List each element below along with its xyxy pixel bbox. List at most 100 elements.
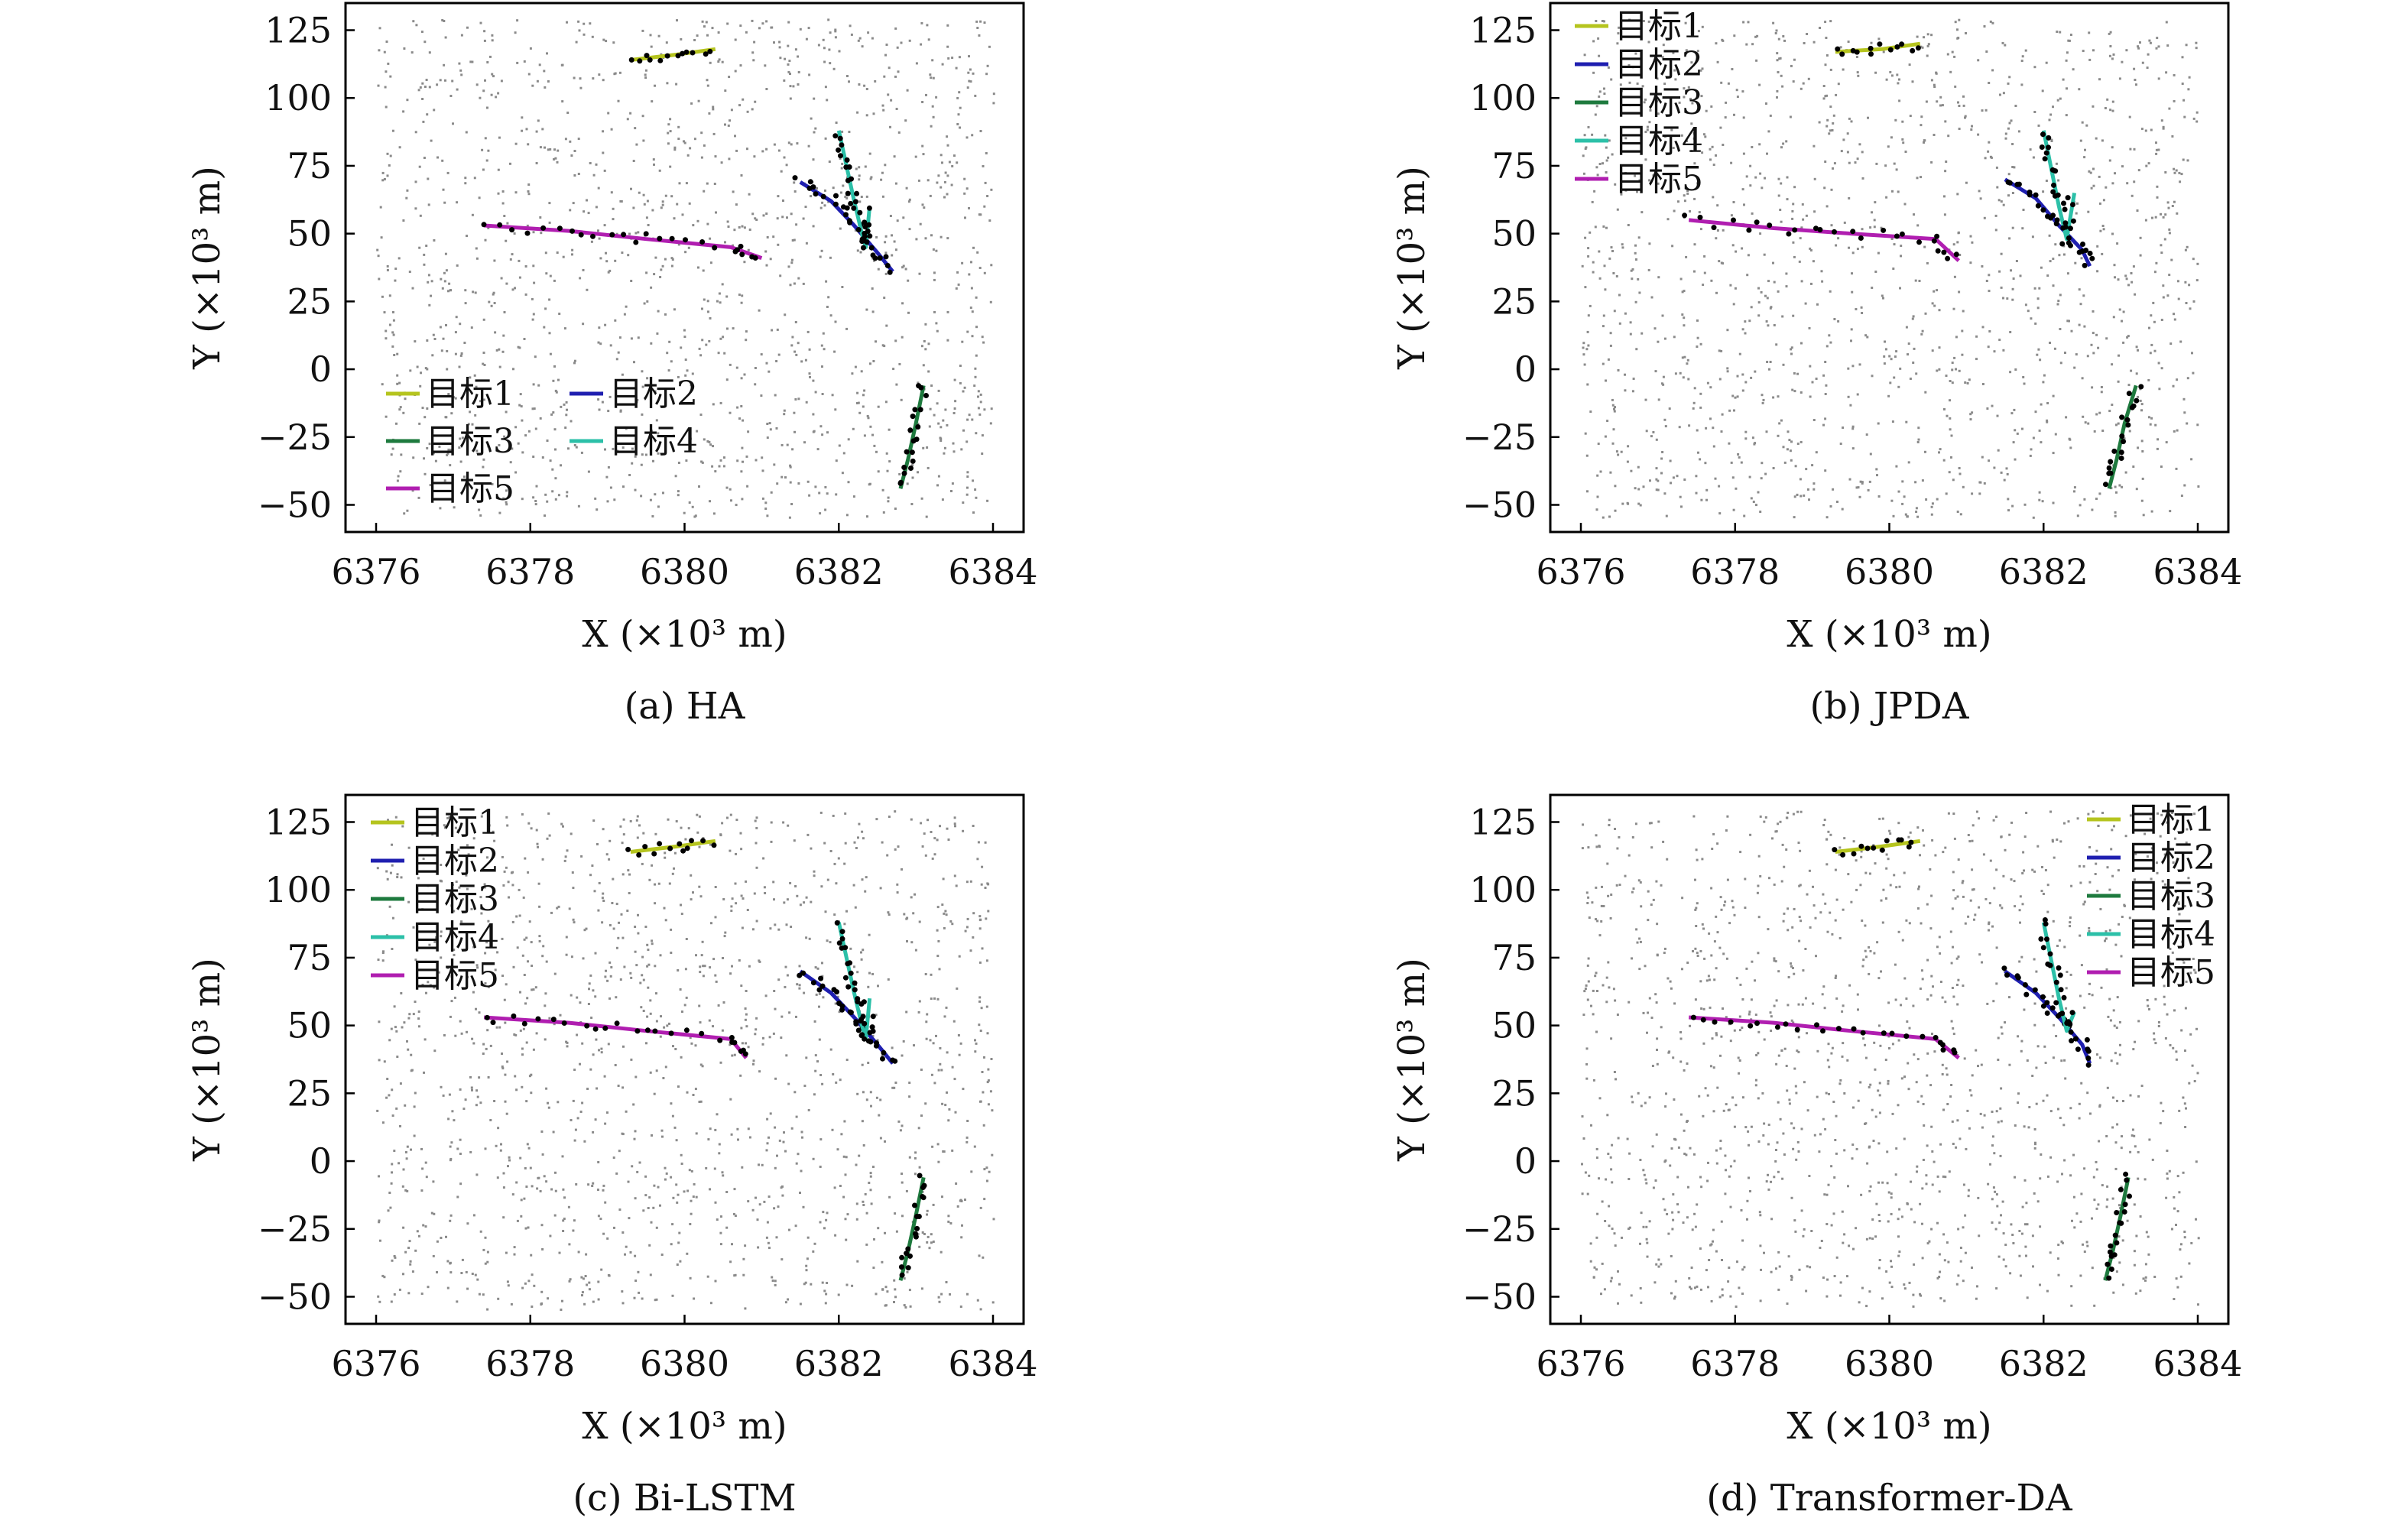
clutter-point [862, 949, 865, 952]
clutter-point [425, 79, 428, 81]
clutter-point [654, 832, 657, 835]
clutter-point [381, 1121, 385, 1124]
clutter-point [1953, 356, 1956, 359]
clutter-point [861, 45, 864, 48]
clutter-point [808, 494, 811, 497]
clutter-point [388, 905, 391, 908]
clutter-point [621, 251, 624, 255]
clutter-point [650, 1221, 653, 1224]
clutter-point [1731, 476, 1735, 479]
clutter-point [1983, 1114, 1986, 1117]
clutter-point [862, 394, 865, 397]
clutter-point [725, 1226, 729, 1229]
clutter-point [888, 460, 891, 463]
clutter-point [966, 471, 969, 474]
x-tick-label: 6376 [331, 551, 420, 592]
clutter-point [2195, 120, 2199, 123]
clutter-point [962, 1088, 965, 1091]
clutter-point [841, 286, 844, 288]
clutter-point [566, 849, 569, 852]
clutter-point [621, 1290, 624, 1293]
clutter-point [803, 1283, 806, 1286]
clutter-point [1858, 363, 1861, 366]
clutter-point [1855, 486, 1858, 489]
clutter-point [508, 896, 510, 899]
clutter-point [378, 1300, 381, 1303]
clutter-point [554, 477, 557, 480]
clutter-point [539, 417, 542, 420]
clutter-point [460, 1272, 463, 1274]
clutter-point [935, 96, 938, 99]
clutter-point [774, 1280, 777, 1283]
clutter-point [2068, 437, 2071, 440]
clutter-point [1760, 290, 1763, 294]
clutter-point [2136, 209, 2139, 212]
clutter-point [600, 1047, 603, 1050]
clutter-point [1829, 833, 1832, 836]
clutter-point [438, 445, 441, 448]
clutter-point [2105, 1135, 2108, 1137]
clutter-point [761, 1043, 764, 1046]
clutter-point [673, 217, 676, 220]
clutter-point [537, 845, 539, 848]
clutter-point [2140, 440, 2144, 443]
clutter-point [647, 949, 650, 952]
clutter-point [1740, 1208, 1743, 1212]
clutter-point [1715, 291, 1718, 294]
clutter-point [2043, 1045, 2046, 1048]
clutter-point [1920, 115, 1923, 118]
clutter-point [1704, 135, 1707, 138]
clutter-point [1614, 509, 1617, 512]
clutter-point [1871, 1108, 1874, 1111]
clutter-point [937, 475, 940, 478]
clutter-point [819, 512, 822, 515]
detection-point [901, 470, 907, 476]
clutter-point [802, 217, 805, 220]
clutter-point [2092, 184, 2095, 187]
clutter-point [592, 989, 595, 992]
clutter-point [941, 903, 944, 907]
clutter-point [746, 909, 749, 911]
clutter-point [432, 1254, 435, 1257]
clutter-point [2157, 362, 2160, 365]
clutter-point [2066, 51, 2069, 54]
clutter-point [707, 1138, 710, 1141]
clutter-point [381, 179, 385, 182]
clutter-point [1696, 50, 1699, 53]
clutter-point [2134, 79, 2137, 81]
clutter-point [950, 183, 953, 187]
clutter-point [664, 1178, 667, 1181]
clutter-point [536, 79, 539, 83]
clutter-point [393, 1150, 396, 1153]
clutter-point [2126, 336, 2129, 339]
clutter-point [823, 1227, 826, 1230]
clutter-point [414, 1091, 417, 1095]
clutter-point [680, 903, 682, 907]
detection-point [637, 58, 643, 64]
clutter-point [824, 485, 827, 488]
clutter-point [1634, 822, 1637, 826]
clutter-point [2133, 148, 2136, 151]
clutter-point [2114, 511, 2117, 514]
x-tick-label: 6376 [1536, 551, 1625, 592]
clutter-point [569, 209, 572, 212]
clutter-point [675, 820, 678, 822]
clutter-point [853, 965, 855, 968]
clutter-point [1916, 441, 1920, 443]
clutter-point [418, 246, 421, 249]
clutter-point [684, 968, 687, 971]
clutter-point [942, 877, 945, 881]
clutter-point [412, 20, 415, 23]
clutter-point [927, 179, 930, 182]
clutter-point [508, 1159, 511, 1162]
clutter-point [744, 1307, 747, 1310]
clutter-point [566, 112, 570, 114]
clutter-point [526, 1143, 529, 1146]
clutter-point [857, 401, 860, 404]
clutter-point [448, 816, 451, 819]
clutter-point [2119, 1043, 2121, 1046]
clutter-point [706, 84, 709, 87]
clutter-point [393, 1005, 396, 1008]
clutter-point [1959, 254, 1962, 256]
clutter-point [2032, 516, 2035, 519]
